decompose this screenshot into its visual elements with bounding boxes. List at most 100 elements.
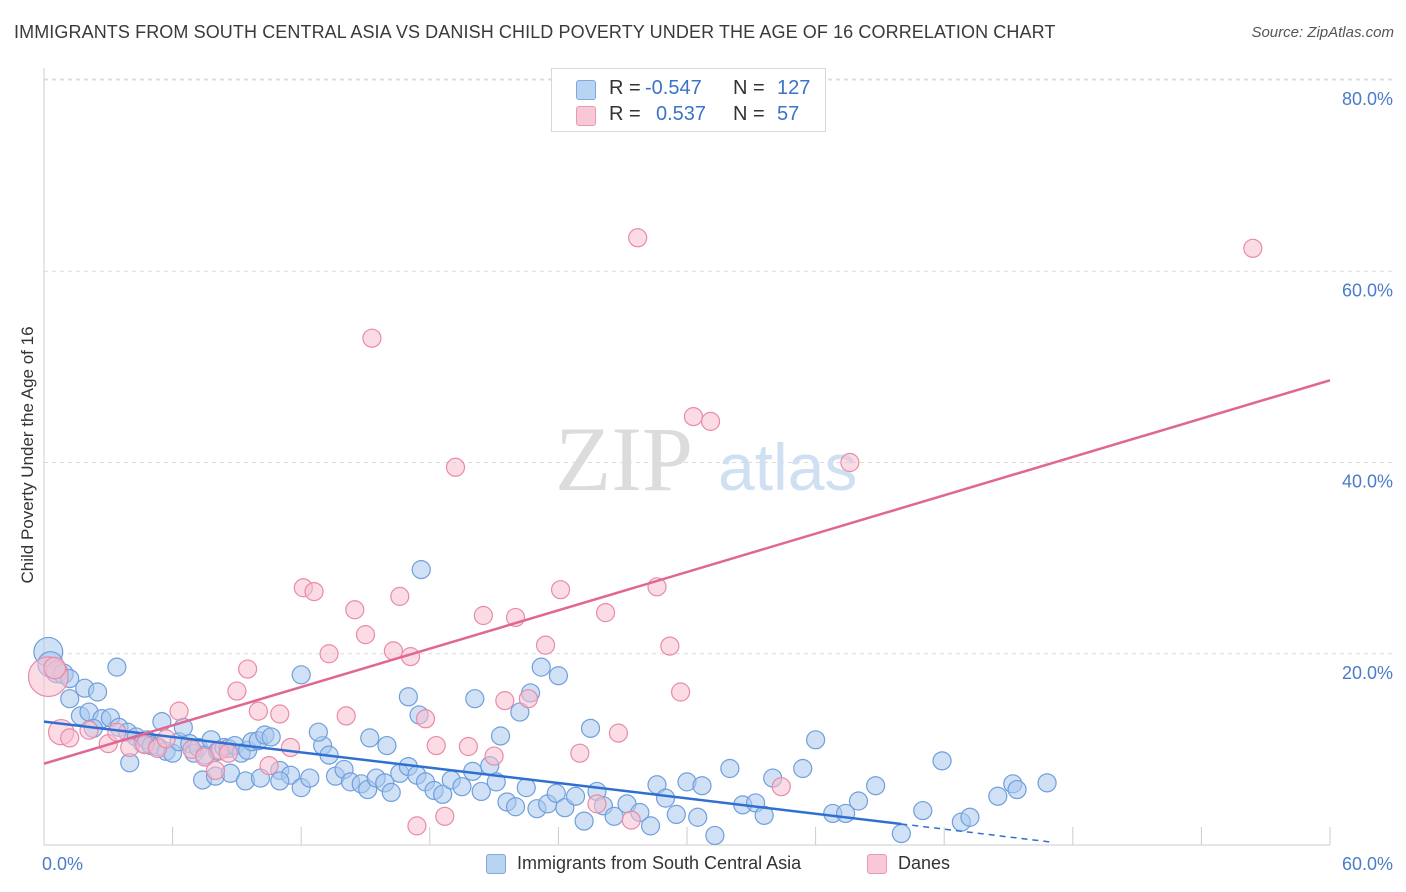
trend-lines: [43, 379, 1331, 843]
scatter-point-danes: [304, 581, 324, 602]
scatter-point-danes: [535, 635, 556, 655]
scatter-point-immigrants: [932, 751, 952, 771]
scatter-point-danes: [550, 580, 571, 600]
scatter-point-danes: [156, 729, 176, 749]
scatter-point-danes: [484, 746, 504, 766]
legend-swatch-pink-icon: [576, 106, 596, 126]
scatter-point-immigrants: [360, 728, 380, 748]
legend-n-value: 57: [777, 103, 800, 125]
scatter-point-immigrants: [692, 776, 712, 796]
scatter-point-danes: [587, 794, 607, 814]
scatter-point-danes: [238, 659, 258, 679]
scatter-point-danes: [345, 600, 365, 620]
scatter-point-immigrants: [960, 807, 980, 827]
scatter-point-immigrants: [548, 666, 569, 686]
scatter-point-danes: [771, 777, 791, 797]
scatter-point-danes: [608, 723, 629, 743]
scatter-point-danes: [390, 586, 410, 606]
trend-line-immigrants: [43, 720, 902, 826]
scatter-point-immigrants: [107, 657, 127, 677]
scatter-point-danes: [1243, 238, 1263, 258]
scatter-point-danes: [259, 756, 279, 776]
scatter-point-immigrants: [60, 689, 80, 709]
scatter-point-immigrants: [291, 665, 311, 685]
y-tick-label: 40.0%: [1342, 472, 1393, 492]
legend-square-pink-icon: [867, 854, 887, 874]
scatter-point-immigrants: [381, 782, 401, 803]
scatter-point-immigrants: [490, 726, 511, 746]
scatter-point-danes: [473, 605, 493, 626]
scatter-point-immigrants: [87, 682, 108, 702]
scatter-point-immigrants: [720, 758, 740, 779]
scatter-point-immigrants: [640, 816, 661, 836]
scatter-point-danes: [435, 806, 455, 826]
legend-r-label: R =: [609, 77, 641, 99]
scatter-point-immigrants: [377, 735, 397, 756]
scatter-point-danes: [205, 760, 226, 781]
scatter-point-danes: [362, 328, 382, 348]
watermark-zip: ZIP: [555, 408, 693, 510]
chart-title: IMMIGRANTS FROM SOUTH CENTRAL ASIA VS DA…: [14, 22, 1056, 42]
watermark-atlas: atlas: [718, 430, 857, 504]
series-immigrants-points: [33, 559, 1057, 846]
scatter-point-danes: [458, 736, 478, 757]
scatter-point-danes: [319, 644, 339, 664]
correlation-legend: R = -0.547 N = 127 R = 0.537 N = 57: [551, 68, 826, 132]
scatter-point-immigrants: [688, 807, 708, 827]
scatter-point-immigrants: [465, 689, 485, 709]
scatter-point-danes: [670, 682, 691, 702]
scatter-point-immigrants: [398, 687, 418, 707]
scatter-point-immigrants: [848, 791, 869, 811]
scatter-point-danes: [355, 625, 376, 645]
trend-line-danes: [43, 379, 1331, 765]
scatter-point-danes: [336, 706, 356, 726]
scatter-point-immigrants: [866, 776, 886, 796]
scatter-point-immigrants: [580, 718, 601, 738]
x-tick-min: 0.0%: [42, 854, 83, 874]
y-tick-label: 60.0%: [1342, 280, 1393, 300]
scatter-point-danes: [595, 603, 616, 623]
y-tick-label: 80.0%: [1342, 89, 1393, 109]
legend-r-label: R =: [609, 103, 641, 125]
scatter-point-immigrants: [308, 722, 328, 742]
scatter-point-danes: [570, 743, 590, 763]
watermark: ZIP atlas: [555, 408, 857, 510]
scatter-point-danes: [60, 728, 80, 748]
scatter-point-danes: [270, 704, 290, 724]
scatter-point-immigrants: [1037, 773, 1057, 793]
scatter-point-immigrants: [270, 771, 290, 791]
axes: [43, 68, 1331, 846]
scatter-point-danes: [621, 810, 641, 830]
scatter-point-danes: [445, 457, 466, 477]
legend-label-danes: Danes: [898, 853, 951, 873]
scatter-point-immigrants: [505, 797, 526, 817]
legend-swatch-blue-icon: [576, 80, 596, 100]
scatter-point-danes: [518, 689, 538, 709]
scatter-point-immigrants: [531, 657, 551, 677]
series-legend: Immigrants from South Central Asia Danes: [0, 852, 1406, 878]
scatter-point-danes: [683, 407, 704, 427]
scatter-point-immigrants: [574, 811, 594, 831]
scatter-point-danes: [840, 452, 860, 473]
scatter-point-danes: [248, 701, 268, 721]
legend-square-blue-icon: [486, 854, 506, 874]
scatter-point-immigrants: [300, 768, 320, 788]
legend-r-value: 0.537: [656, 103, 707, 125]
scatter-point-immigrants: [793, 758, 813, 779]
scatter-point-danes: [79, 720, 99, 740]
scatter-point-immigrants: [546, 783, 566, 803]
scatter-point-danes: [43, 656, 67, 680]
scatter-point-danes: [628, 228, 648, 248]
scatter-point-danes: [169, 701, 189, 721]
scatter-point-immigrants: [411, 559, 431, 580]
y-tick-labels: 20.0% 40.0% 60.0% 80.0%: [1342, 89, 1393, 683]
scatter-point-immigrants: [471, 781, 491, 802]
scatter-point-immigrants: [261, 727, 281, 747]
legend-n-label: N =: [733, 103, 765, 125]
scatter-point-danes: [495, 691, 515, 711]
scatter-point-immigrants: [891, 823, 911, 844]
scatter-point-danes: [660, 636, 680, 656]
grid-lines: [44, 78, 1393, 655]
legend-n-value: 127: [777, 77, 811, 99]
scatter-point-immigrants: [516, 778, 536, 798]
